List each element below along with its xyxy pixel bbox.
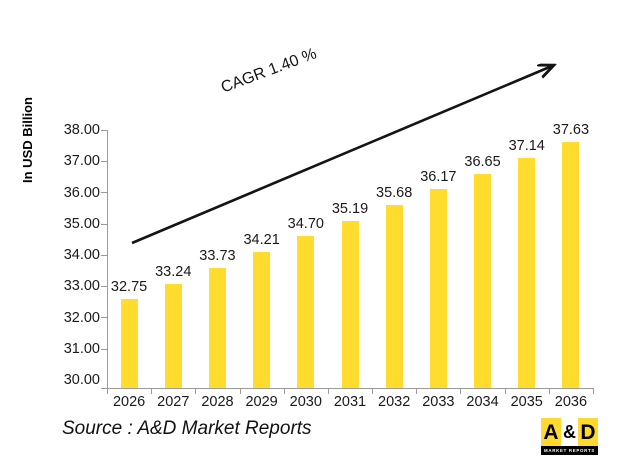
x-axis-line xyxy=(107,388,593,389)
logo-letter-d: D xyxy=(578,418,598,446)
y-tick-label: 37.00 xyxy=(63,153,100,170)
x-tick-label: 2036 xyxy=(554,394,588,410)
bar-value-label: 36.65 xyxy=(464,153,501,170)
y-tick-label: 36.00 xyxy=(63,184,100,201)
x-tick-mark xyxy=(327,388,329,394)
bar-value-label: 32.75 xyxy=(110,279,148,296)
y-axis-title: In USD Billion xyxy=(20,97,35,183)
bar-value-label: 35.19 xyxy=(331,200,369,217)
logo-letters: A & D xyxy=(541,418,598,446)
x-tick-mark xyxy=(195,388,197,394)
x-tick-mark xyxy=(372,388,374,394)
x-tick-label: 2027 xyxy=(157,394,190,410)
bar-value-label: 33.24 xyxy=(155,263,192,280)
x-tick-label: 2033 xyxy=(422,394,455,410)
bar-2035 xyxy=(518,157,536,388)
y-axis-tick-labels: 38.00 37.00 36.00 35.00 34.00 33.00 32.0… xyxy=(48,0,100,462)
y-tick-mark xyxy=(101,317,107,318)
x-tick-mark xyxy=(151,388,153,394)
bar-2031 xyxy=(341,220,359,388)
bar-value-label: 33.73 xyxy=(199,247,236,264)
y-tick-mark xyxy=(101,286,107,287)
bar-value-label: 34.70 xyxy=(287,216,324,233)
y-tick-label: 35.00 xyxy=(63,215,100,232)
bar-2036 xyxy=(562,141,580,388)
x-tick-mark xyxy=(107,388,108,394)
x-tick-mark xyxy=(283,388,285,394)
x-tick-label: 2034 xyxy=(466,394,499,410)
company-logo: A & D MARKET REPORTS xyxy=(541,418,598,455)
y-tick-label: 31.00 xyxy=(63,340,100,357)
x-tick-label: 2029 xyxy=(245,394,278,410)
y-tick-label: 34.00 xyxy=(63,247,100,263)
x-tick-label: 2030 xyxy=(289,394,322,410)
y-tick-label: 30.00 xyxy=(63,372,100,388)
bar-2034 xyxy=(474,173,492,388)
bar-value-label: 37.14 xyxy=(508,137,545,154)
y-tick-label: 38.00 xyxy=(63,122,100,138)
bar-2027 xyxy=(164,283,182,388)
x-tick-mark xyxy=(460,388,462,394)
logo-letter-a: A xyxy=(541,418,561,446)
bar-2033 xyxy=(429,189,447,388)
y-tick-label: 33.00 xyxy=(63,278,100,295)
x-tick-mark xyxy=(593,388,594,394)
x-tick-mark xyxy=(504,388,506,394)
y-tick-label: 32.00 xyxy=(63,309,100,326)
y-tick-mark xyxy=(101,349,107,350)
x-tick-label: 2032 xyxy=(378,394,411,410)
bar-2032 xyxy=(385,204,403,388)
y-tick-mark xyxy=(101,161,107,162)
y-tick-mark xyxy=(101,255,107,256)
bar-2030 xyxy=(297,236,315,388)
y-axis-line xyxy=(107,130,108,388)
x-tick-mark xyxy=(239,388,241,394)
logo-ampersand: & xyxy=(561,418,578,446)
bar-value-label: 34.21 xyxy=(243,232,280,249)
y-tick-mark xyxy=(101,224,107,225)
y-tick-mark xyxy=(101,130,107,131)
bar-2028 xyxy=(208,267,226,388)
y-tick-mark xyxy=(101,388,107,389)
x-tick-label: 2026 xyxy=(112,394,146,410)
logo-tagline: MARKET REPORTS xyxy=(541,446,598,455)
x-tick-label: 2031 xyxy=(333,394,367,410)
bar-value-label: 37.63 xyxy=(552,121,590,138)
source-text: Source : A&D Market Reports xyxy=(62,418,312,439)
bar-value-label: 35.68 xyxy=(376,184,413,201)
x-tick-mark xyxy=(548,388,550,394)
y-tick-mark xyxy=(101,192,107,193)
x-tick-label: 2035 xyxy=(510,394,543,410)
bar-2029 xyxy=(253,252,271,388)
bar-2026 xyxy=(120,299,138,388)
x-tick-label: 2028 xyxy=(201,394,234,410)
x-tick-mark xyxy=(416,388,418,394)
bar-value-label: 36.17 xyxy=(420,169,457,186)
cagr-label: CAGR 1.40 % xyxy=(218,45,319,97)
